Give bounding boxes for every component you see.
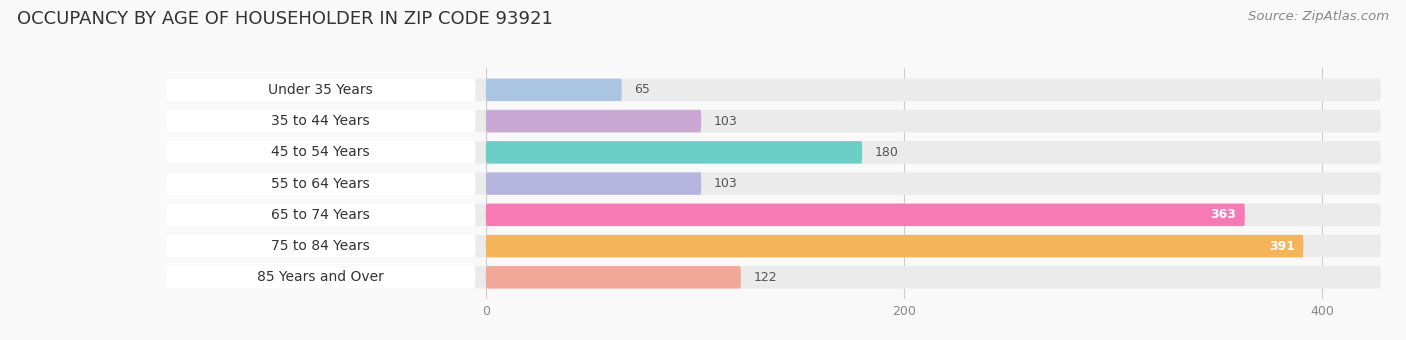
FancyBboxPatch shape [166,266,475,289]
Text: Under 35 Years: Under 35 Years [269,83,373,97]
Text: 103: 103 [714,115,738,128]
FancyBboxPatch shape [166,79,1381,101]
Text: 391: 391 [1270,240,1295,253]
Text: Source: ZipAtlas.com: Source: ZipAtlas.com [1249,10,1389,23]
Text: 103: 103 [714,177,738,190]
FancyBboxPatch shape [166,141,1381,164]
FancyBboxPatch shape [486,172,702,195]
Text: 363: 363 [1211,208,1236,221]
FancyBboxPatch shape [486,141,862,164]
Text: 65 to 74 Years: 65 to 74 Years [271,208,370,222]
FancyBboxPatch shape [486,266,741,289]
FancyBboxPatch shape [166,110,1381,132]
FancyBboxPatch shape [166,204,475,226]
Text: 85 Years and Over: 85 Years and Over [257,270,384,284]
FancyBboxPatch shape [166,79,475,101]
FancyBboxPatch shape [166,110,475,132]
FancyBboxPatch shape [486,204,1244,226]
FancyBboxPatch shape [486,235,1303,257]
Text: 75 to 84 Years: 75 to 84 Years [271,239,370,253]
FancyBboxPatch shape [486,110,702,132]
Text: 122: 122 [754,271,778,284]
FancyBboxPatch shape [166,172,475,195]
FancyBboxPatch shape [166,172,1381,195]
Text: 55 to 64 Years: 55 to 64 Years [271,176,370,191]
Text: 45 to 54 Years: 45 to 54 Years [271,146,370,159]
FancyBboxPatch shape [166,204,1381,226]
FancyBboxPatch shape [166,235,1381,257]
Text: OCCUPANCY BY AGE OF HOUSEHOLDER IN ZIP CODE 93921: OCCUPANCY BY AGE OF HOUSEHOLDER IN ZIP C… [17,10,553,28]
FancyBboxPatch shape [166,235,475,257]
Text: 65: 65 [634,83,650,96]
Text: 35 to 44 Years: 35 to 44 Years [271,114,370,128]
FancyBboxPatch shape [166,266,1381,289]
FancyBboxPatch shape [486,79,621,101]
FancyBboxPatch shape [166,141,475,164]
Text: 180: 180 [875,146,898,159]
